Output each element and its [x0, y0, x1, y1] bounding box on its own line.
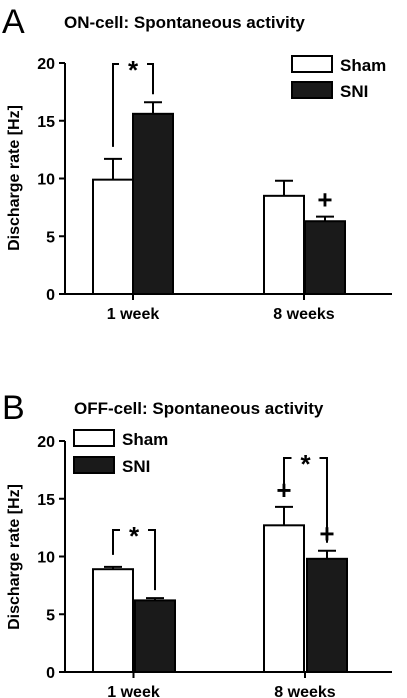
- panel-b-plus-marker: +: [319, 519, 334, 549]
- panel-b-letter: B: [2, 389, 25, 427]
- panel-b-legend-label-sham: Sham: [122, 430, 168, 449]
- panel-a-legend-label-sni: SNI: [340, 82, 368, 101]
- panel-a-significance-bracket: [147, 63, 154, 95]
- panel-b-bar-sham-2: [263, 524, 305, 673]
- panel-b-y-tick-label: 0: [46, 665, 55, 682]
- panel-a-legend-swatch-sni: [291, 81, 333, 99]
- panel-b-significance-bracket: [283, 457, 292, 495]
- panel-b-y-tick-label: 15: [37, 492, 55, 509]
- panel-a-plus-marker: +: [317, 185, 332, 215]
- panel-b-title: OFF-cell: Spontaneous activity: [74, 399, 324, 418]
- panel-a-x-tick-label: 1 week: [107, 306, 160, 323]
- panel-b-bar-sni-1: [134, 599, 176, 674]
- panel-b-x-tick-label: 1 week: [107, 684, 160, 698]
- panel-a-y-tick-label: 0: [46, 287, 55, 304]
- panel-b-bar-sni-2: [306, 557, 348, 673]
- panel-b-legend-label-sni: SNI: [122, 457, 150, 476]
- panel-a-y-tick-label: 15: [37, 114, 55, 131]
- panel-b-legend-swatch-sni: [73, 456, 115, 474]
- panel-a-bar-sham-2: [263, 194, 305, 295]
- panel-b-significance-bracket: [148, 529, 156, 591]
- panel-b-bar-sham-1: [92, 568, 134, 674]
- panel-b-y-tick-label: 5: [46, 607, 55, 624]
- panel-a-bar-sni-1: [132, 112, 174, 295]
- panel-a-significance-star: *: [128, 55, 139, 85]
- panel-a-title: ON-cell: Spontaneous activity: [64, 13, 305, 32]
- panel-b-significance-bracket: [112, 529, 120, 555]
- panel-b-plus-marker: +: [276, 475, 291, 505]
- panel-a-letter: A: [2, 3, 25, 41]
- panel-a-x-tick-label: 8 weeks: [273, 306, 334, 323]
- panel-b-significance-star: *: [300, 449, 311, 479]
- panel-a-bar-sni-2: [304, 220, 346, 295]
- panel-b-x-tick-label: 8 weeks: [274, 684, 335, 698]
- panel-a-legend-label-sham: Sham: [340, 56, 386, 75]
- panel-a-bar-sham-1: [92, 178, 134, 295]
- panel-a-significance-bracket: [112, 63, 119, 147]
- panel-b-y-tick-label: 20: [37, 434, 55, 451]
- panel-b-legend-swatch-sham: [73, 429, 115, 447]
- panel-a-y-tick-label: 10: [37, 172, 55, 189]
- panel-a-y-tick-label: 20: [37, 56, 55, 73]
- panel-a-legend-swatch-sham: [291, 55, 333, 73]
- panel-b-significance-star: *: [129, 521, 140, 551]
- panel-b-y-axis-label: Discharge rate [Hz]: [6, 484, 23, 630]
- panel-b-y-tick-label: 10: [37, 550, 55, 567]
- panel-a-y-tick-label: 5: [46, 229, 55, 246]
- panel-a-y-axis-label: Discharge rate [Hz]: [6, 105, 23, 251]
- panel-b-significance-bracket: [319, 457, 328, 543]
